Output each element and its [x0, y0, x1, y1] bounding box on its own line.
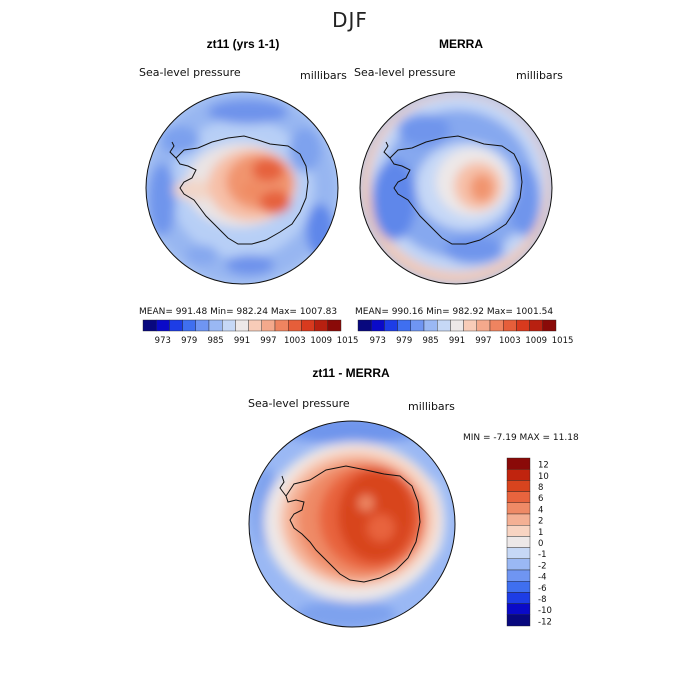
- left-variable-label: Sea-level pressure: [139, 66, 241, 79]
- diff-colorbar-tick-label: 10: [538, 472, 549, 482]
- right-units-label: millibars: [516, 69, 563, 82]
- diff-colorbar-tick-label: 8: [538, 483, 543, 493]
- right-colorbar-tick-label: 1015: [552, 336, 574, 346]
- left-colorbar: 973 979 985 991 997 1003 1009 1015: [142, 319, 358, 346]
- diff-units-label: millibars: [408, 400, 455, 413]
- diff-colorbar-swatch: [506, 547, 531, 559]
- left-colorbar-swatch: [287, 319, 302, 332]
- diff-colorbar-swatch: [506, 468, 531, 481]
- diff-colorbar-tick-label: 4: [538, 505, 543, 515]
- diff-colorbar-tick-label: -4: [538, 573, 546, 583]
- left-colorbar-swatch: [327, 319, 342, 332]
- diff-colorbar-tick-label: 1: [538, 528, 543, 538]
- right-stats: MEAN= 990.16 Min= 982.92 Max= 1001.54: [355, 307, 554, 317]
- left-colorbar-swatch: [208, 319, 223, 332]
- right-colorbar-swatch: [397, 319, 411, 332]
- diff-colorbar-tick-label: -10: [538, 606, 552, 616]
- diff-colorbar-swatch: [506, 502, 531, 515]
- left-colorbar-tick-label: 985: [207, 336, 223, 346]
- right-colorbar-tick-label: 985: [422, 336, 438, 346]
- diff-colorbar-tick-label: 2: [538, 517, 543, 527]
- diff-colorbar-swatch: [506, 580, 531, 593]
- diff-colorbar-tick-label: 12: [538, 461, 549, 471]
- left-colorbar-tick-label: 991: [234, 336, 250, 346]
- right-variable-label: Sea-level pressure: [354, 66, 456, 79]
- diff-colorbar-swatch: [506, 592, 531, 604]
- right-colorbar-swatch: [370, 319, 385, 332]
- left-colorbar-swatch: [195, 319, 210, 332]
- left-colorbar-tick-label: 1003: [284, 336, 306, 346]
- diff-colorbar-tick-label: -12: [538, 617, 552, 627]
- diff-minmax: MIN = -7.19 MAX = 11.18: [463, 433, 579, 443]
- diff-colorbar-swatch: [506, 524, 531, 537]
- left-units-label: millibars: [300, 69, 347, 82]
- left-colorbar-swatch: [261, 319, 276, 332]
- left-colorbar-swatch: [142, 319, 157, 332]
- left-colorbar-tick-label: 1015: [337, 336, 359, 346]
- diff-colorbar-tick-label: 0: [538, 539, 543, 549]
- right-colorbar-swatch: [423, 319, 438, 332]
- right-colorbar-swatch: [450, 319, 464, 332]
- diff-colorbar-swatch: [506, 536, 531, 548]
- left-panel-title: zt11 (yrs 1-1): [206, 37, 280, 51]
- diff-colorbar-swatch: [506, 513, 531, 526]
- right-colorbar-swatch: [502, 319, 517, 332]
- right-colorbar: 973 979 985 991 997 1003 1009 1015: [357, 319, 573, 346]
- left-colorbar-swatch: [169, 319, 183, 332]
- diff-colorbar-tick-label: 6: [538, 494, 543, 504]
- right-colorbar-tick-label: 979: [396, 336, 412, 346]
- left-stats: MEAN= 991.48 Min= 982.24 Max= 1007.83: [139, 307, 338, 317]
- left-colorbar-swatch: [235, 319, 249, 332]
- diff-colorbar-swatch: [506, 569, 531, 582]
- diff-colorbar-swatch: [506, 614, 531, 627]
- left-colorbar-tick-label: 997: [260, 336, 276, 346]
- left-colorbar-tick-label: 979: [181, 336, 197, 346]
- diff-colorbar-swatch: [506, 480, 531, 492]
- diff-colorbar-tick-label: -8: [538, 595, 546, 605]
- right-colorbar-tick-label: 1009: [525, 336, 547, 346]
- right-colorbar-tick-label: 1003: [499, 336, 521, 346]
- left-colorbar-tick-label: 973: [155, 336, 171, 346]
- diff-variable-label: Sea-level pressure: [248, 397, 350, 410]
- left-colorbar-swatch: [155, 319, 170, 332]
- right-colorbar-swatch: [489, 319, 504, 332]
- right-colorbar-swatch: [516, 319, 530, 332]
- right-panel-title: MERRA: [439, 37, 483, 51]
- right-colorbar-swatch: [436, 319, 451, 332]
- right-colorbar-tick-label: 991: [449, 336, 465, 346]
- diff-colorbar-tick-label: -2: [538, 561, 546, 571]
- right-colorbar-swatch: [410, 319, 425, 332]
- diff-colorbar-swatch: [506, 491, 531, 503]
- diff-polar-map: [248, 420, 456, 628]
- left-polar-map: [145, 91, 339, 285]
- right-colorbar-swatch: [384, 319, 398, 332]
- season-title: DJF: [332, 8, 368, 32]
- diff-colorbar-tick-label: -6: [538, 584, 546, 594]
- diff-panel-title: zt11 - MERRA: [312, 366, 390, 380]
- left-colorbar-swatch: [221, 319, 236, 332]
- right-colorbar-swatch: [463, 319, 477, 332]
- right-colorbar-swatch: [529, 319, 544, 332]
- left-colorbar-swatch: [274, 319, 289, 332]
- left-colorbar-swatch: [301, 319, 315, 332]
- diff-colorbar-swatch: [506, 457, 531, 470]
- left-colorbar-swatch: [314, 319, 329, 332]
- right-colorbar-tick-label: 997: [475, 336, 491, 346]
- right-polar-map: [359, 91, 553, 285]
- diff-colorbar-swatch: [506, 603, 531, 616]
- right-colorbar-swatch: [542, 319, 557, 332]
- left-colorbar-swatch: [248, 319, 262, 332]
- right-colorbar-swatch: [476, 319, 491, 332]
- diff-colorbar-tick-label: -1: [538, 550, 546, 560]
- left-colorbar-swatch: [182, 319, 196, 332]
- left-colorbar-tick-label: 1009: [310, 336, 332, 346]
- diff-colorbar-swatch: [506, 558, 531, 571]
- right-colorbar-tick-label: 973: [370, 336, 386, 346]
- right-colorbar-swatch: [357, 319, 372, 332]
